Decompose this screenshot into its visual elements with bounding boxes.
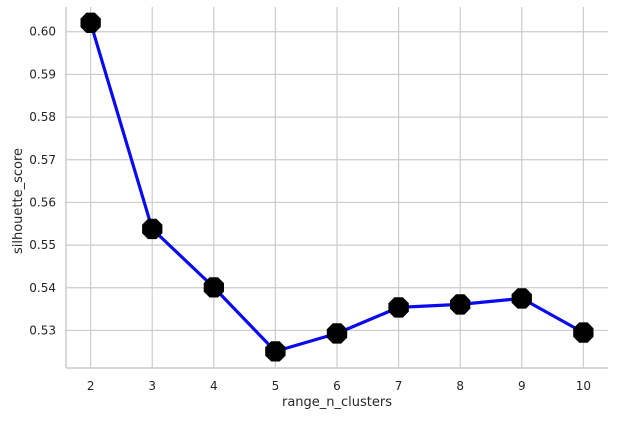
x-tick-label: 9: [518, 379, 526, 393]
data-point-marker: [511, 288, 532, 309]
data-point-marker: [142, 218, 163, 240]
x-tick-label: 4: [210, 379, 218, 393]
y-tick-label: 0.57: [29, 153, 56, 167]
x-tick-labels: 2 3 4 5 6 7 8 9 10: [87, 379, 591, 393]
y-tick-label: 0.58: [29, 110, 56, 124]
x-tick-label: 6: [333, 379, 341, 393]
y-tick-label: 0.56: [29, 195, 56, 209]
y-tick-label: 0.60: [29, 25, 56, 39]
x-tick-label: 5: [272, 379, 280, 393]
x-tick-label: 10: [576, 379, 591, 393]
grid: [66, 7, 608, 368]
marker-layer: [80, 12, 594, 362]
data-point-marker: [450, 294, 471, 315]
axes: [65, 7, 608, 369]
data-point-marker: [573, 322, 594, 343]
x-tick-label: 3: [148, 379, 156, 393]
x-tick-label: 7: [395, 379, 403, 393]
data-point-marker: [203, 277, 224, 298]
y-tick-label: 0.54: [29, 281, 56, 295]
y-tick-labels: 0.53 0.54 0.55 0.56 0.57 0.58 0.59 0.60: [29, 25, 56, 338]
data-point-marker: [265, 341, 286, 362]
y-axis-label: silhouette_score: [11, 148, 26, 254]
x-tick-label: 2: [87, 379, 95, 393]
x-tick-label: 8: [456, 379, 464, 393]
y-tick-label: 0.55: [29, 238, 56, 252]
data-point-marker: [388, 297, 409, 318]
x-axis-label: range_n_clusters: [282, 395, 392, 410]
data-point-marker: [80, 12, 101, 33]
y-tick-label: 0.53: [29, 323, 56, 337]
y-tick-label: 0.59: [29, 67, 56, 81]
data-point-marker: [326, 323, 348, 344]
